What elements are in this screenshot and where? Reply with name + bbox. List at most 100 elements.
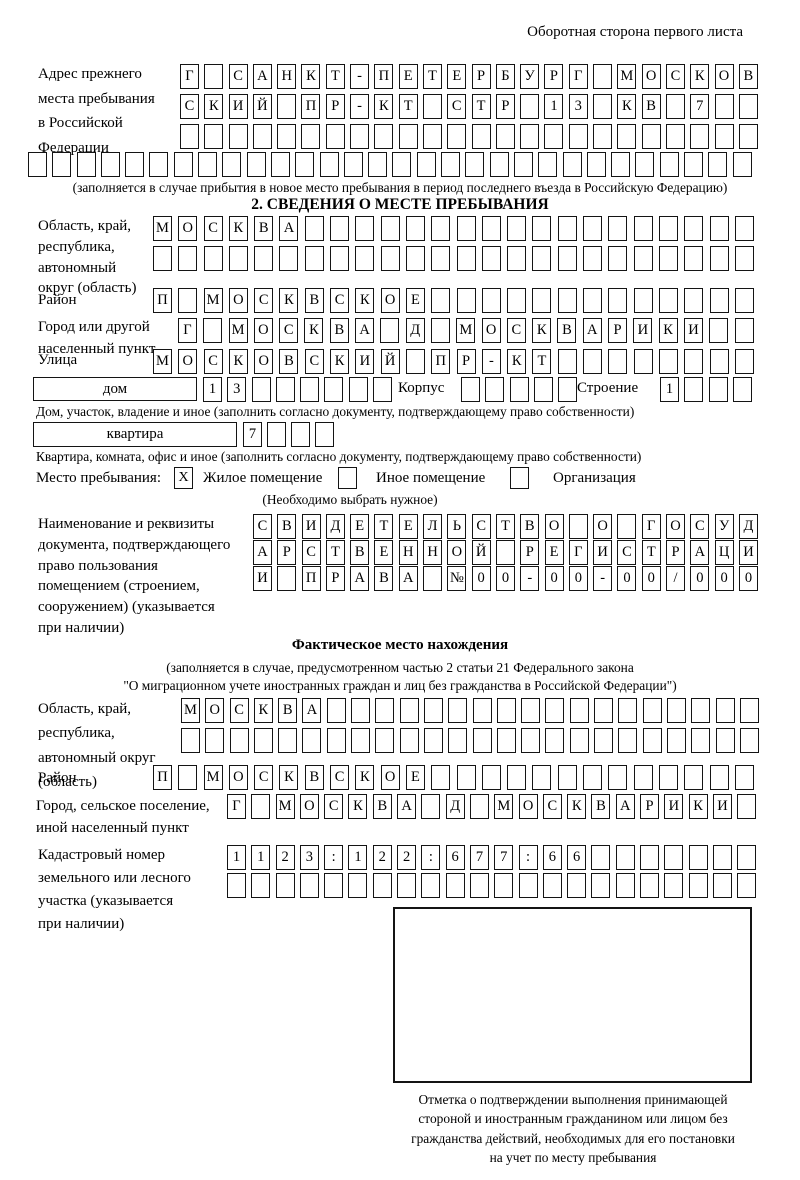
char-cell[interactable]: О [666,514,686,539]
char-cell[interactable] [252,124,272,149]
char-cell[interactable]: П [153,288,172,313]
char-cell[interactable]: Ь [447,514,467,539]
char-cell[interactable]: В [591,794,611,819]
char-cell[interactable] [448,698,468,723]
char-cell[interactable] [469,873,489,898]
char-cell[interactable] [734,318,754,343]
char-cell[interactable] [495,124,515,149]
char-cell[interactable] [178,288,198,313]
char-cell[interactable] [374,124,394,149]
char-cell[interactable] [567,873,587,898]
char-cell[interactable] [343,152,363,177]
char-cell[interactable] [557,216,577,241]
char-cell[interactable]: О [254,349,274,374]
char-cell[interactable] [518,873,538,898]
char-cell[interactable] [664,845,684,870]
char-cell[interactable]: К [253,698,273,723]
char-cell[interactable] [489,152,509,177]
char-cell[interactable] [708,377,728,402]
char-cell[interactable]: 0 [738,566,758,591]
char-cell[interactable]: И [355,349,375,374]
char-cell[interactable]: О [714,64,734,89]
char-cell[interactable] [267,422,286,447]
char-cell[interactable] [348,377,368,402]
char-cell[interactable]: В [254,216,274,241]
char-cell[interactable]: 2 [275,845,295,870]
char-cell[interactable] [666,728,686,753]
char-cell[interactable] [28,152,47,177]
char-cell[interactable]: О [380,288,400,313]
char-cell[interactable]: Р [471,64,491,89]
char-cell[interactable]: С [471,514,491,539]
char-cell[interactable]: - [481,349,501,374]
char-cell[interactable] [181,728,200,753]
char-cell[interactable] [275,377,295,402]
char-cell[interactable] [633,216,653,241]
char-cell[interactable] [615,845,635,870]
char-cell[interactable] [617,514,637,539]
char-cell[interactable] [642,728,662,753]
char-cell[interactable]: Д [325,514,345,539]
char-cell[interactable]: И [301,514,321,539]
char-cell[interactable]: Т [374,514,394,539]
char-cell[interactable] [279,246,299,271]
char-cell[interactable]: О [205,698,225,723]
char-cell[interactable]: К [688,794,708,819]
char-cell[interactable]: О [178,349,198,374]
char-cell[interactable] [441,152,461,177]
char-cell[interactable]: В [278,698,298,723]
char-cell[interactable]: С [324,794,344,819]
char-cell[interactable] [734,216,754,241]
char-cell[interactable] [709,765,729,790]
char-cell[interactable] [586,152,606,177]
char-cell[interactable]: : [518,845,538,870]
char-cell[interactable]: 0 [471,566,491,591]
char-cell[interactable] [204,64,224,89]
char-cell[interactable] [291,422,310,447]
char-cell[interactable] [295,152,315,177]
char-cell[interactable] [520,94,540,119]
char-cell[interactable]: О [299,794,319,819]
char-cell[interactable] [178,246,198,271]
char-cell[interactable] [447,124,467,149]
char-cell[interactable] [222,152,242,177]
char-cell[interactable]: 2 [397,845,417,870]
char-cell[interactable] [302,728,322,753]
char-cell[interactable] [734,288,754,313]
char-cell[interactable]: 0 [495,566,515,591]
char-cell[interactable] [422,124,442,149]
char-cell[interactable]: Й [252,94,272,119]
char-cell[interactable] [481,216,501,241]
char-cell[interactable]: / [666,566,686,591]
char-cell[interactable]: М [153,216,172,241]
char-cell[interactable]: К [301,64,321,89]
checkbox-other-premises[interactable] [338,467,357,489]
char-cell[interactable]: П [301,94,321,119]
char-cell[interactable] [569,728,589,753]
char-cell[interactable]: Л [423,514,443,539]
char-cell[interactable]: О [544,514,564,539]
char-cell[interactable] [481,246,501,271]
char-cell[interactable] [380,216,400,241]
char-cell[interactable] [430,318,450,343]
char-cell[interactable] [659,152,679,177]
char-cell[interactable]: О [380,765,400,790]
char-cell[interactable] [481,765,501,790]
char-cell[interactable]: Е [350,514,370,539]
char-cell[interactable]: 6 [445,845,465,870]
char-cell[interactable] [608,246,628,271]
char-cell[interactable] [513,152,533,177]
char-cell[interactable]: А [302,698,322,723]
char-cell[interactable] [557,288,577,313]
char-cell[interactable]: О [228,765,248,790]
char-cell[interactable]: Р [520,540,540,565]
char-cell[interactable] [533,377,553,402]
char-cell[interactable]: - [593,566,613,591]
char-cell[interactable]: К [204,94,224,119]
char-cell[interactable] [495,540,515,565]
char-cell[interactable]: С [180,94,199,119]
char-cell[interactable]: К [279,765,299,790]
char-cell[interactable] [658,349,678,374]
char-cell[interactable]: М [203,765,223,790]
char-cell[interactable] [545,728,565,753]
